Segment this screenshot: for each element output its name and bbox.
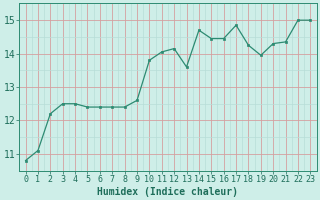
X-axis label: Humidex (Indice chaleur): Humidex (Indice chaleur) <box>98 186 238 197</box>
